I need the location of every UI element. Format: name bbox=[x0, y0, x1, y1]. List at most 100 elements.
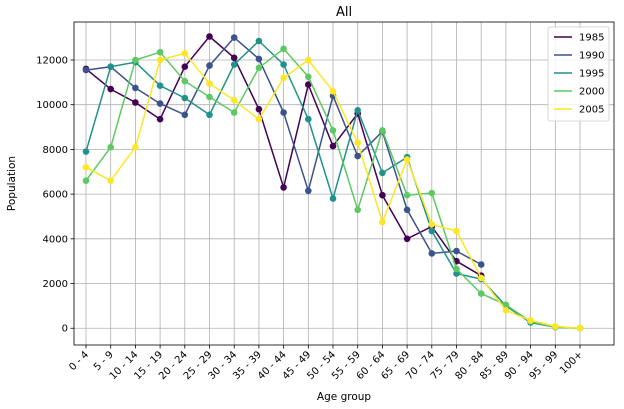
x-tick-label: 100+ bbox=[558, 349, 585, 376]
data-point bbox=[502, 301, 510, 309]
data-point bbox=[280, 45, 287, 53]
data-point bbox=[230, 109, 238, 116]
data-point bbox=[403, 156, 411, 163]
data-point bbox=[329, 88, 337, 95]
data-point bbox=[255, 64, 263, 72]
data-point bbox=[477, 261, 485, 268]
plot-frame bbox=[73, 21, 615, 346]
data-point bbox=[181, 50, 189, 57]
y-tick-label: 2000 bbox=[43, 279, 68, 290]
data-point bbox=[576, 324, 584, 332]
legend-label: 1990 bbox=[579, 51, 604, 62]
data-point bbox=[82, 66, 90, 74]
data-point bbox=[230, 96, 238, 104]
data-point bbox=[329, 195, 337, 202]
data-point bbox=[181, 111, 189, 119]
series-2000 bbox=[82, 45, 584, 332]
data-point bbox=[305, 115, 312, 123]
data-point bbox=[329, 127, 337, 134]
data-point bbox=[428, 221, 436, 228]
data-point bbox=[255, 37, 263, 45]
data-point bbox=[280, 61, 287, 68]
data-point bbox=[354, 206, 362, 214]
legend: 1985 1990 1995 2000 2005 bbox=[547, 26, 610, 122]
data-point bbox=[477, 290, 485, 297]
grid-lines bbox=[74, 22, 614, 345]
series-layer bbox=[82, 33, 584, 332]
data-point bbox=[230, 54, 238, 62]
data-point bbox=[379, 127, 386, 134]
data-point bbox=[403, 191, 411, 199]
data-point bbox=[181, 77, 189, 85]
data-point bbox=[379, 169, 386, 177]
data-point bbox=[403, 206, 411, 214]
data-point bbox=[354, 107, 362, 114]
chart-title: All bbox=[336, 5, 352, 20]
y-tick-label: 6000 bbox=[43, 190, 68, 201]
data-point bbox=[305, 187, 312, 195]
data-point bbox=[329, 142, 337, 150]
y-axis-ticks: 0 2000 4000 6000 8000 10000 12000 bbox=[36, 56, 74, 335]
data-point bbox=[403, 235, 411, 243]
data-point bbox=[206, 111, 213, 119]
legend-label: 2000 bbox=[579, 87, 604, 98]
data-point bbox=[156, 115, 164, 123]
data-point bbox=[132, 143, 139, 151]
series-2005 bbox=[82, 50, 584, 332]
data-point bbox=[181, 94, 189, 102]
data-point bbox=[82, 177, 90, 184]
data-point bbox=[156, 48, 164, 56]
data-point bbox=[132, 99, 139, 106]
data-point bbox=[255, 115, 263, 123]
data-point bbox=[255, 55, 263, 63]
data-point bbox=[181, 63, 189, 70]
data-point bbox=[453, 227, 460, 235]
legend-label: 1995 bbox=[579, 69, 604, 80]
data-point bbox=[552, 323, 559, 330]
data-point bbox=[428, 227, 436, 235]
data-point bbox=[428, 189, 436, 197]
data-point bbox=[230, 61, 238, 68]
data-point bbox=[156, 56, 164, 64]
legend-box bbox=[547, 26, 610, 122]
data-point bbox=[132, 56, 139, 64]
data-point bbox=[107, 85, 114, 93]
data-point bbox=[305, 56, 312, 64]
data-point bbox=[502, 307, 510, 314]
data-point bbox=[107, 177, 114, 184]
data-point bbox=[453, 247, 460, 255]
y-tick-label: 4000 bbox=[43, 234, 68, 245]
data-point bbox=[280, 109, 287, 116]
data-point bbox=[206, 93, 213, 101]
data-point bbox=[379, 218, 386, 226]
data-point bbox=[156, 100, 164, 107]
data-point bbox=[156, 82, 164, 89]
data-point bbox=[305, 73, 312, 81]
data-point bbox=[477, 274, 485, 282]
y-tick-label: 10000 bbox=[36, 100, 68, 111]
y-tick-label: 0 bbox=[62, 324, 68, 335]
data-point bbox=[453, 265, 460, 273]
data-point bbox=[132, 84, 139, 92]
data-point bbox=[206, 62, 213, 69]
data-point bbox=[107, 63, 114, 70]
legend-label: 1985 bbox=[579, 33, 604, 44]
data-point bbox=[280, 74, 287, 82]
data-point bbox=[206, 80, 213, 87]
data-point bbox=[527, 317, 534, 324]
x-axis-label: Age group bbox=[317, 391, 371, 403]
y-tick-label: 12000 bbox=[36, 56, 68, 67]
legend-label: 2005 bbox=[579, 105, 604, 116]
data-point bbox=[107, 143, 114, 151]
x-tick-label: 0 - 4 bbox=[67, 349, 91, 373]
data-point bbox=[428, 250, 436, 257]
data-point bbox=[206, 33, 213, 40]
data-point bbox=[305, 81, 312, 88]
data-point bbox=[354, 139, 362, 146]
data-point bbox=[82, 148, 90, 155]
y-axis-label: Population bbox=[6, 156, 18, 211]
data-point bbox=[379, 191, 386, 199]
data-point bbox=[280, 184, 287, 191]
